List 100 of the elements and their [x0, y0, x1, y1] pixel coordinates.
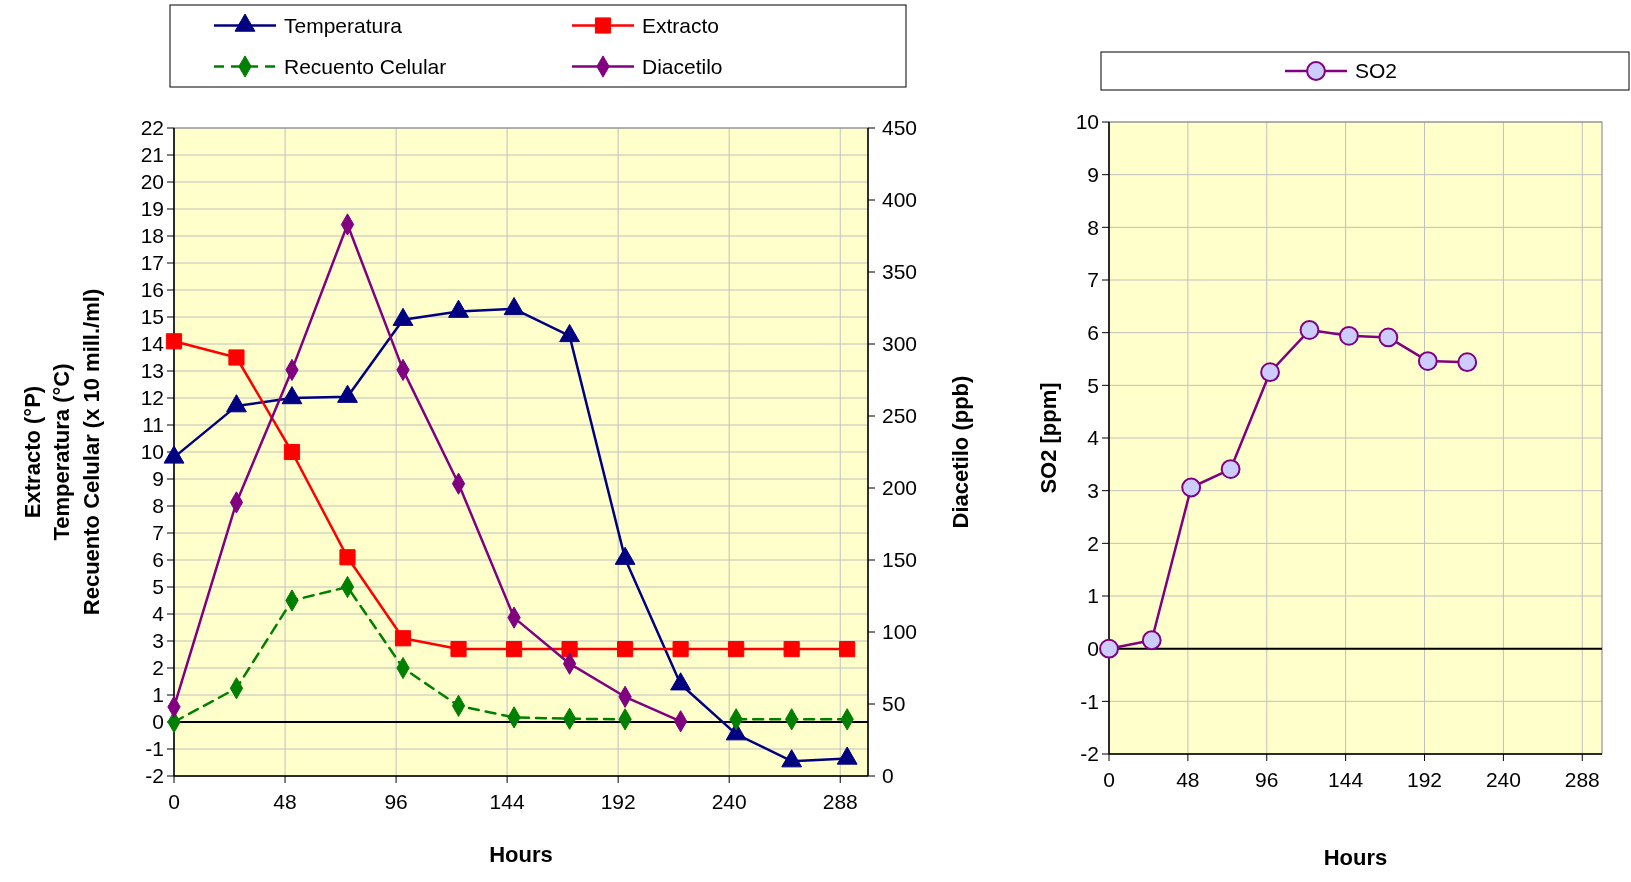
point [839, 641, 856, 658]
x-tick-label: 48 [273, 790, 297, 813]
y-tick-label: 6 [1087, 321, 1099, 345]
y-tick-label: 20 [140, 170, 164, 194]
x-tick-label: 240 [1485, 768, 1521, 791]
point [337, 384, 358, 403]
x-tick-label: 0 [168, 790, 180, 813]
y-tick-label: 3 [152, 629, 164, 653]
y-tick-label: 3 [1087, 479, 1099, 503]
point [783, 641, 800, 658]
y2-tick-label: 350 [882, 260, 918, 284]
x-axis-title: Hours [489, 842, 553, 867]
y-tick-label: 11 [142, 413, 164, 437]
point [559, 323, 580, 343]
y2-tick-label: 100 [882, 620, 918, 644]
y-tick-label: 19 [140, 197, 164, 221]
point [1099, 638, 1119, 659]
y-tick-label: 0 [1087, 637, 1099, 661]
x-tick-label: 96 [1255, 768, 1279, 791]
point [672, 641, 689, 658]
y-tick-label: -1 [1080, 689, 1099, 713]
point [1417, 351, 1438, 372]
point [283, 443, 301, 461]
point [281, 386, 303, 405]
y-tick-label: 17 [140, 251, 164, 275]
y-tick-label: 4 [1087, 426, 1100, 450]
y-tick-label: 5 [1087, 373, 1099, 397]
x-tick-label: 0 [1103, 768, 1115, 791]
y-tick-label: 1 [1087, 584, 1099, 608]
y-axis-title: SO2 [ppm] [1035, 382, 1061, 494]
y-tick-label: 4 [152, 602, 165, 626]
point [226, 394, 247, 413]
y2-tick-label: 250 [882, 404, 918, 428]
point [450, 641, 467, 658]
y-tick-label: 18 [140, 224, 164, 248]
y-tick-label: 7 [1087, 268, 1099, 292]
y-tick-label: 2 [152, 656, 164, 680]
y-tick-label: 5 [152, 575, 164, 599]
legend-label: Extracto [642, 13, 720, 37]
x-tick-label: 192 [600, 790, 636, 813]
y-tick-label: 8 [152, 494, 164, 518]
y-tick-label: 22 [140, 116, 164, 140]
point [505, 641, 523, 658]
y-tick-label: 13 [140, 359, 164, 383]
point [1378, 327, 1399, 348]
y-tick-label: 1 [152, 683, 164, 707]
point [392, 307, 414, 326]
legend-label: Diacetilo [642, 54, 723, 78]
y-tick-label: 2 [1087, 531, 1099, 555]
y-tick-label: 9 [1087, 163, 1099, 187]
y-tick-label: 14 [140, 332, 165, 356]
y2-tick-label: 400 [882, 188, 918, 212]
y-tick-label: -2 [145, 764, 164, 788]
x-tick-label: 288 [822, 790, 858, 813]
point [503, 296, 525, 316]
point [448, 299, 469, 318]
point [1299, 320, 1320, 340]
y2-tick-label: 300 [882, 332, 918, 356]
y-tick-label: 21 [140, 143, 164, 167]
y-tick-label: 10 [140, 440, 164, 464]
y-tick-label: 10 [1075, 110, 1099, 134]
legend-label: SO2 [1355, 59, 1398, 83]
x-tick-label: 144 [1328, 768, 1364, 791]
y-tick-label: 12 [140, 386, 164, 410]
point [728, 641, 745, 658]
y-tick-label: 16 [140, 278, 164, 302]
y-tick-label: 0 [152, 710, 164, 734]
y2-tick-label: 450 [882, 116, 918, 140]
x-tick-label: 240 [711, 790, 747, 813]
point [1457, 352, 1478, 373]
y-tick-label: -1 [145, 737, 164, 761]
y-tick-label: 8 [1087, 215, 1099, 239]
legend-label: Temperatura [284, 13, 403, 37]
point [617, 641, 634, 658]
point [1141, 630, 1162, 651]
y-tick-label: 6 [152, 548, 164, 572]
y2-tick-label: 50 [882, 692, 906, 716]
y2-tick-label: 200 [882, 476, 918, 500]
point [1260, 362, 1280, 383]
y2-axis-title: Diacetilo (ppb) [947, 375, 973, 529]
x-tick-label: 48 [1176, 768, 1200, 791]
y2-tick-label: 150 [882, 548, 918, 572]
x-tick-label: 96 [384, 790, 408, 813]
point [1181, 477, 1202, 498]
y-tick-label: 15 [140, 305, 164, 329]
point [1220, 459, 1241, 479]
x-tick-label: 192 [1407, 768, 1443, 791]
y-tick-label: 9 [152, 467, 164, 491]
point [561, 641, 578, 658]
point [1339, 325, 1359, 346]
point [163, 445, 185, 464]
point [394, 630, 412, 647]
x-tick-label: 288 [1564, 768, 1600, 791]
x-tick-label: 144 [489, 790, 525, 813]
point [339, 549, 356, 566]
x-axis-title: Hours [1323, 845, 1388, 870]
y-axis-title: Extracto (°P) Temperatura (°C) Recuento Celular (x 10 mill./ml) [19, 288, 105, 616]
legend-label: Recuento Celular [284, 54, 447, 78]
y-tick-label: 7 [152, 521, 164, 545]
y-tick-label: -2 [1080, 742, 1099, 766]
